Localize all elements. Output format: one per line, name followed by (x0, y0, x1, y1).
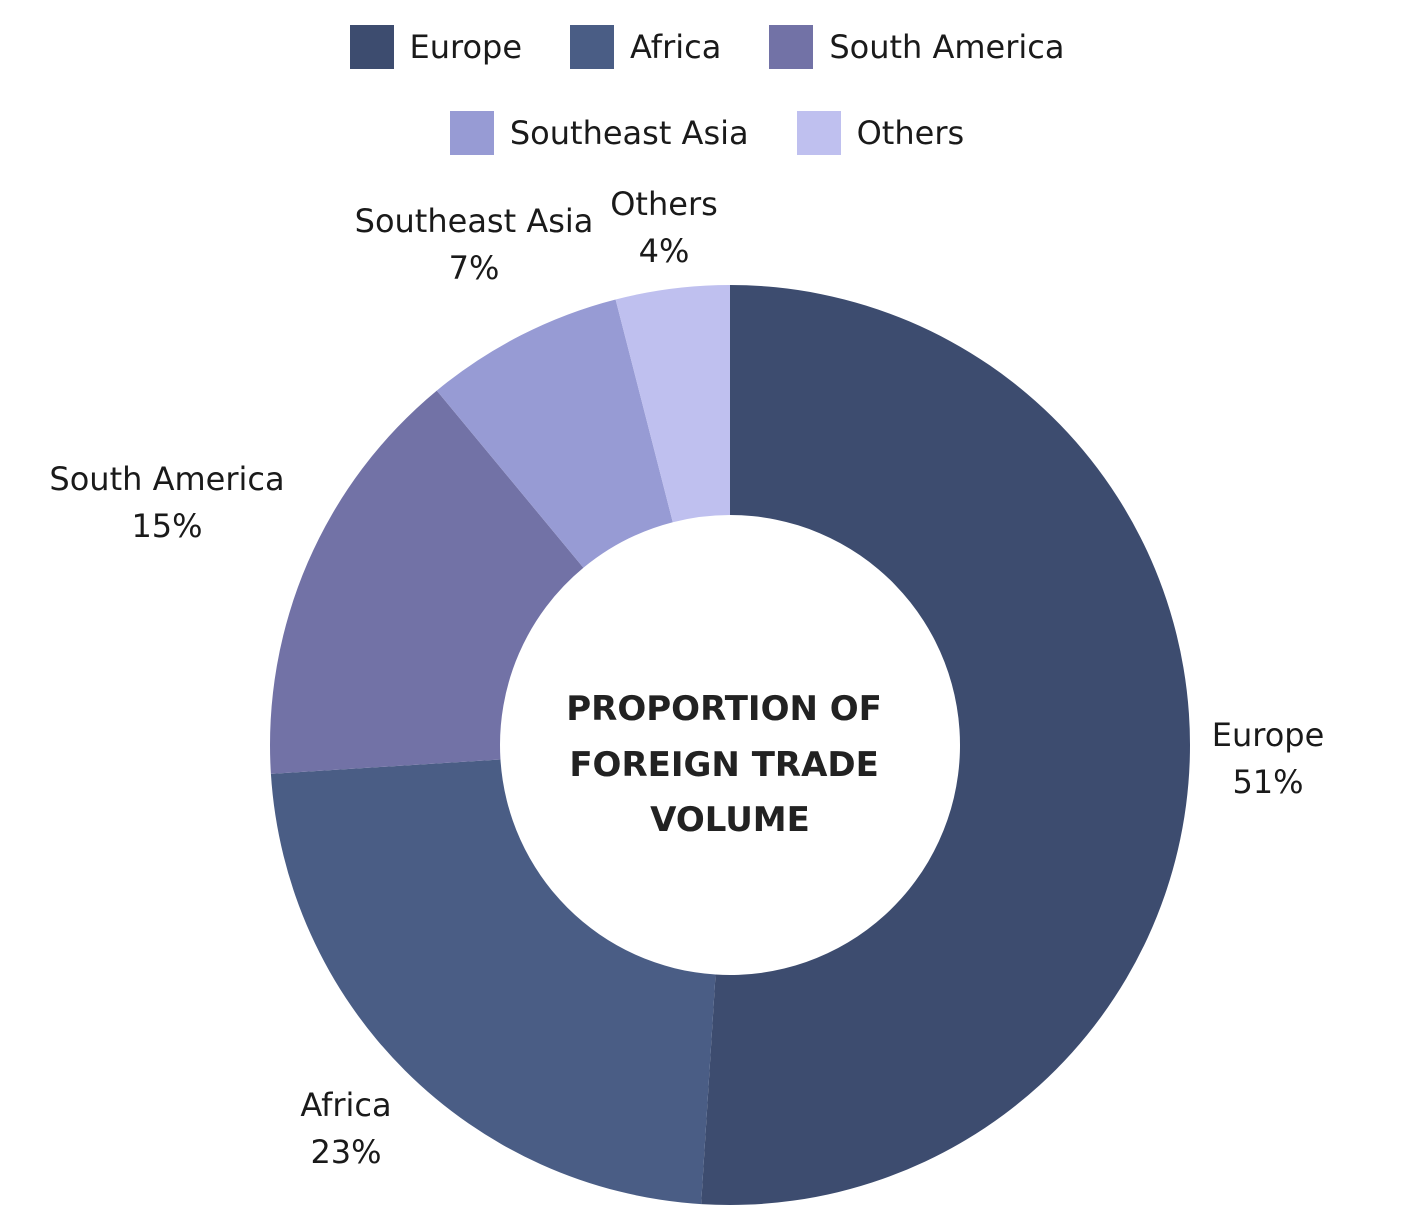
slice-label-category: Africa (300, 1086, 391, 1124)
legend-item-europe: Europe (349, 25, 523, 69)
legend-row-2: Southeast Asia Others (0, 108, 1414, 158)
slice-label-africa: Africa 23% (300, 1086, 391, 1171)
slice-europe (701, 285, 1191, 1206)
legend-swatch-others (796, 111, 841, 155)
center-title: PROPORTION OF FOREIGN TRADE VOLUME (566, 689, 894, 840)
slice-label-others: Others 4% (610, 185, 718, 270)
legend-swatch-southeast-asia (449, 111, 494, 155)
legend-label-others: Others (856, 114, 965, 152)
slice-label-category: South America (49, 460, 284, 498)
slice-south-america (270, 390, 584, 774)
slice-label-category: Europe (1212, 716, 1325, 754)
slice-label-percent: 15% (131, 507, 202, 545)
slice-southeast-asia (436, 299, 673, 568)
legend-label-europe: Europe (409, 28, 523, 66)
center-title-line-2: FOREIGN TRADE (569, 745, 879, 785)
legend-item-others: Others (796, 111, 965, 155)
legend-label-africa: Africa (630, 28, 722, 66)
legend-row-1: Europe Africa South America (0, 22, 1414, 72)
slice-label-southeast-asia: Southeast Asia 7% (355, 202, 594, 287)
donut-slices (270, 285, 1191, 1206)
slice-label-percent: 7% (449, 249, 500, 287)
slice-labels: Europe 51% Africa 23% South America 15% Southe… (49, 185, 1324, 1171)
chart-legend: Europe Africa South America Southeast As… (0, 22, 1414, 194)
slice-label-percent: 51% (1232, 763, 1303, 801)
slice-label-category: Others (610, 185, 718, 223)
slice-label-category: Southeast Asia (355, 202, 594, 240)
slice-africa (270, 759, 716, 1205)
slice-label-europe: Europe 51% (1212, 716, 1325, 801)
legend-swatch-africa (570, 25, 615, 69)
legend-item-south-america: South America (769, 25, 1064, 69)
center-title-line-1: PROPORTION OF (566, 689, 882, 729)
legend-item-southeast-asia: Southeast Asia (449, 111, 749, 155)
legend-label-south-america: South America (829, 28, 1065, 66)
legend-item-africa: Africa (570, 25, 721, 69)
center-title-line-3: VOLUME (650, 800, 810, 840)
slice-label-south-america: South America 15% (49, 460, 284, 545)
slice-label-percent: 23% (310, 1133, 381, 1171)
slice-label-percent: 4% (639, 232, 690, 270)
legend-swatch-europe (349, 25, 394, 69)
legend-swatch-south-america (769, 25, 814, 69)
legend-label-southeast-asia: Southeast Asia (509, 114, 749, 152)
slice-others (615, 285, 730, 523)
